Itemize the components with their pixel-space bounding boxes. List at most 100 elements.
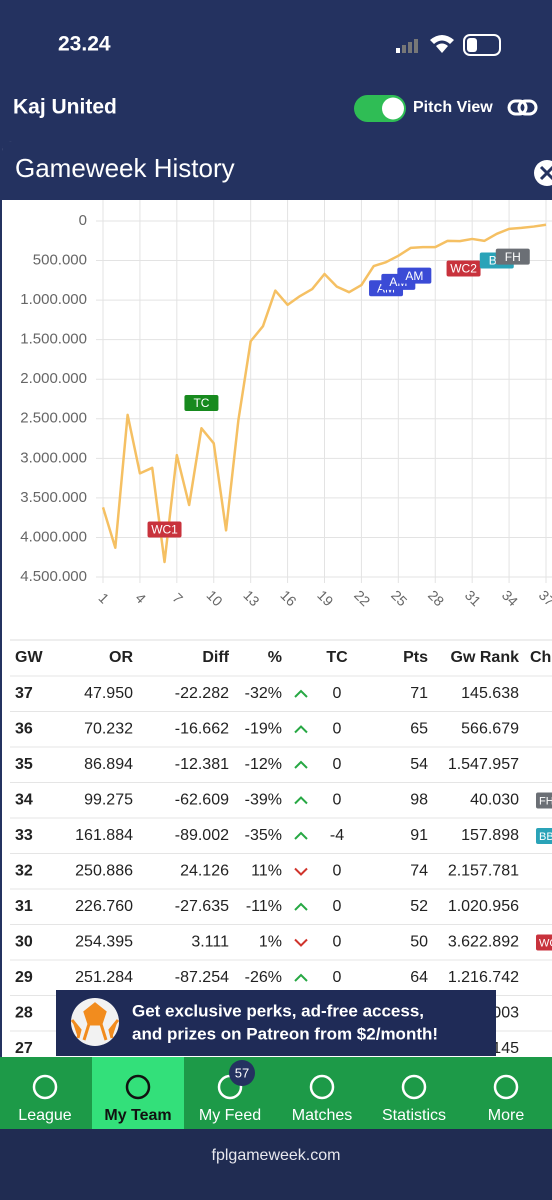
cell-gw-rank: 157.898 bbox=[461, 827, 519, 844]
cell-gw: 35 bbox=[15, 756, 33, 773]
cell-or: 86.894 bbox=[84, 756, 133, 773]
column-header: Pts bbox=[403, 649, 428, 666]
cell-gw: 33 bbox=[15, 827, 33, 844]
chip-marker-label: WC1 bbox=[151, 523, 178, 537]
team-name: Kaj United bbox=[13, 96, 117, 119]
nav-icon[interactable] bbox=[125, 1074, 151, 1100]
cell-diff: 3.111 bbox=[191, 934, 229, 951]
wifi bbox=[430, 35, 454, 53]
y-tick-label: 2.000.000 bbox=[20, 370, 87, 387]
trend-up bbox=[294, 796, 308, 805]
cell-or: 226.760 bbox=[75, 898, 133, 915]
cell-or: 99.275 bbox=[84, 792, 133, 809]
trend-down bbox=[294, 938, 308, 947]
toggle-label[interactable]: Pitch View bbox=[413, 99, 493, 116]
cell-gw-rank: 3.622.892 bbox=[448, 934, 519, 951]
chip-marker-label: TC bbox=[193, 396, 209, 410]
chip-marker-label: FH bbox=[505, 250, 521, 264]
cell-diff: -87.254 bbox=[175, 969, 229, 986]
cell-pts: 74 bbox=[410, 863, 428, 880]
history-table: GW OR Diff% TC Pts Gw Rank Chip 37 47.950 -22.282… bbox=[10, 649, 552, 1057]
trend-up bbox=[294, 973, 308, 982]
cell-gw: 30 bbox=[15, 934, 33, 951]
column-header: GW bbox=[15, 649, 43, 666]
column-header: Chip bbox=[530, 649, 552, 666]
cell-tc: 0 bbox=[333, 934, 342, 951]
banner-line: and prizes on Patreon from $2/month! bbox=[132, 1024, 438, 1043]
cell-gw-rank: 1.020.956 bbox=[448, 898, 519, 915]
cell-gw-rank: 1.547.957 bbox=[448, 756, 519, 773]
y-tick-label: 1.000.000 bbox=[20, 291, 87, 308]
y-tick-label: 1.500.000 bbox=[20, 331, 87, 348]
y-tick-label: 2.500.000 bbox=[20, 410, 87, 427]
column-header: % bbox=[268, 649, 282, 666]
bottom-nav bbox=[0, 1057, 552, 1129]
cell-pts: 54 bbox=[410, 756, 428, 773]
column-header: Gw Rank bbox=[451, 649, 520, 666]
url: fplgameweek.com bbox=[212, 1147, 341, 1164]
cell-pts: 65 bbox=[410, 721, 428, 738]
cell-or: 250.886 bbox=[75, 863, 133, 880]
y-tick-label: 4.500.000 bbox=[20, 568, 87, 585]
chip-marker-label: WC2 bbox=[450, 262, 477, 276]
chip-tag bbox=[536, 828, 552, 844]
close-button[interactable] bbox=[534, 160, 552, 186]
modal-header bbox=[2, 141, 552, 200]
badge bbox=[229, 1060, 255, 1086]
chip-tag-label: BB bbox=[539, 831, 552, 843]
nav-label[interactable]: Statistics bbox=[382, 1107, 446, 1124]
nav-label[interactable]: Matches bbox=[292, 1107, 352, 1124]
cell-diff: -89.002 bbox=[175, 827, 229, 844]
cell-tc: 0 bbox=[333, 756, 342, 773]
chip-marker bbox=[147, 521, 182, 538]
chip-marker bbox=[495, 248, 530, 265]
chip-tag-label: FH bbox=[539, 795, 552, 807]
chip-tag bbox=[536, 792, 552, 809]
nav-label[interactable]: More bbox=[488, 1107, 525, 1124]
nav-active bbox=[92, 1057, 184, 1129]
nav-icon[interactable] bbox=[309, 1074, 335, 1100]
nav-label[interactable]: My Feed bbox=[199, 1107, 261, 1124]
link-icon[interactable] bbox=[507, 99, 538, 116]
trend-up bbox=[294, 689, 308, 698]
cell-diff: 24.126 bbox=[180, 863, 229, 880]
cell-tc: 0 bbox=[333, 969, 342, 986]
y-tick-label: 4.000.000 bbox=[20, 528, 87, 545]
cell-pct: -12% bbox=[245, 756, 282, 773]
cell-diff: -27.635 bbox=[175, 898, 229, 915]
cell-tc: 0 bbox=[333, 685, 342, 702]
cell-pts: 98 bbox=[410, 792, 428, 809]
cell-or: 251.284 bbox=[75, 969, 133, 986]
column-header: TC bbox=[326, 649, 348, 666]
cell-or: 161.884 bbox=[75, 827, 133, 844]
cell-diff: -16.662 bbox=[175, 721, 229, 738]
cell-gw-rank: 1.216.742 bbox=[448, 969, 519, 986]
cell-pts: 52 bbox=[410, 898, 428, 915]
rank-line bbox=[101, 223, 547, 564]
y-tick-label: 0 bbox=[79, 212, 87, 229]
cell-gw: 28 bbox=[15, 1005, 33, 1022]
badge-count: 57 bbox=[235, 1065, 249, 1080]
trend-up bbox=[294, 831, 308, 840]
ball-pattern bbox=[70, 1002, 120, 1041]
banner-line: Get exclusive perks, ad-free access, bbox=[132, 1001, 424, 1020]
cell-or: 70.232 bbox=[84, 721, 133, 738]
nav-label[interactable]: League bbox=[18, 1107, 71, 1124]
trend-up bbox=[294, 902, 308, 911]
banner[interactable] bbox=[56, 990, 496, 1056]
cell-pct: -39% bbox=[245, 792, 282, 809]
cell-pct: -11% bbox=[246, 898, 282, 915]
nav-icon[interactable] bbox=[493, 1074, 519, 1100]
cell-pts: 71 bbox=[410, 685, 428, 702]
nav-icon[interactable] bbox=[32, 1074, 58, 1100]
nav-label[interactable]: My Team bbox=[104, 1107, 171, 1124]
y-tick-label: 3.500.000 bbox=[20, 489, 87, 506]
signal bbox=[402, 45, 406, 53]
cell-diff: -62.609 bbox=[175, 792, 229, 809]
cell-pts: 64 bbox=[410, 969, 428, 986]
cell-pct: 1% bbox=[259, 934, 282, 951]
close-icon bbox=[539, 165, 552, 181]
nav-icon[interactable] bbox=[401, 1074, 427, 1100]
cell-or: 47.950 bbox=[84, 685, 133, 702]
